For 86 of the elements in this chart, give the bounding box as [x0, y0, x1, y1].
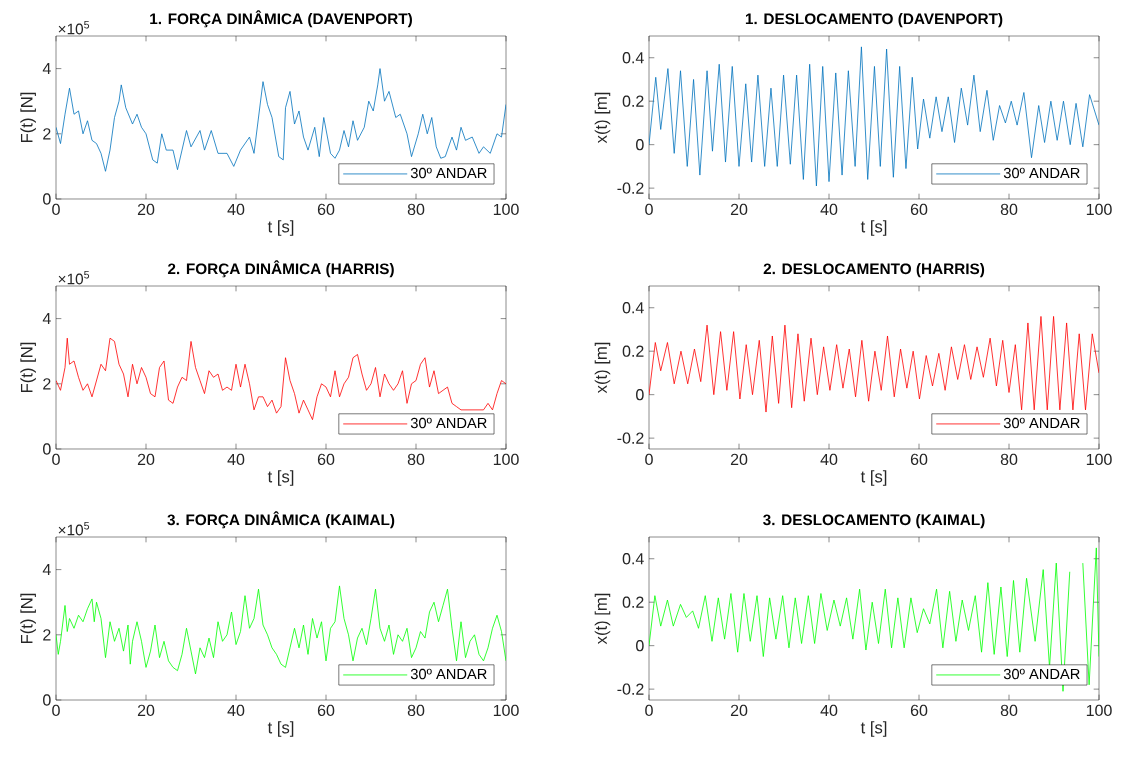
x-tick-label: 100: [1086, 453, 1112, 466]
x-tick-label: 40: [227, 203, 245, 216]
y-axis-title: x(t) [m]: [594, 342, 611, 394]
x-tick-label: 0: [645, 203, 653, 216]
y-tick-label: 2: [43, 378, 51, 390]
y-tick-label: 0.4: [622, 553, 644, 565]
x-axis-title: t [s]: [860, 220, 887, 236]
x-tick-label: 100: [1086, 203, 1112, 216]
y-tick-label: 0.4: [622, 52, 644, 64]
text: ×10$^{5}$: [58, 522, 90, 536]
text: ×10$^{5}$: [58, 21, 90, 35]
legend-label: 30º ANDAR: [1003, 668, 1080, 680]
x-tick-label: 0: [52, 203, 60, 216]
chart-title: 1. DESLOCAMENTO (DAVENPORT): [745, 13, 1003, 28]
x-tick-label: 80: [1000, 203, 1018, 216]
y-tick-label: -0.2: [617, 182, 644, 194]
y-tick-label: 2: [43, 128, 51, 140]
x-tick-label: 80: [1000, 704, 1018, 717]
x-axis-title: t [s]: [860, 470, 887, 486]
x-tick-label: 100: [493, 203, 519, 216]
x-axis-title: t [s]: [267, 220, 294, 236]
x-tick-label: 80: [407, 453, 425, 466]
x-tick-label: 20: [137, 704, 155, 717]
y-tick-label: 0.2: [622, 95, 644, 107]
chart-title: 3. DESLOCAMENTO (KAIMAL): [763, 514, 985, 529]
y-tick-label: -0.2: [617, 432, 644, 444]
y-tick-label: 0.2: [622, 345, 644, 357]
y-tick-label: 0: [43, 694, 51, 706]
x-tick-label: 40: [227, 704, 245, 717]
x-tick-label: 40: [227, 453, 245, 466]
x-tick-label: 80: [407, 704, 425, 717]
x-tick-label: 0: [645, 704, 653, 717]
legend-label: 30º ANDAR: [1003, 167, 1080, 179]
y-tick-label: 0: [43, 193, 51, 205]
y-axis-title: F(t) [N]: [20, 342, 36, 393]
x-tick-label: 60: [317, 704, 335, 717]
x-tick-label: 80: [1000, 453, 1018, 466]
x-tick-label: 0: [52, 704, 60, 717]
text: ×10$^{5}$: [58, 271, 90, 285]
x-tick-label: 0: [645, 453, 653, 466]
y-tick-label: 0.4: [622, 302, 644, 314]
legend-label: 30º ANDAR: [410, 167, 487, 179]
chart-title: 2. DESLOCAMENTO (HARRIS): [763, 263, 985, 278]
x-tick-label: 60: [317, 203, 335, 216]
x-tick-label: 20: [137, 203, 155, 216]
x-tick-label: 20: [730, 203, 748, 216]
line-series: [649, 316, 1100, 413]
x-tick-label: 100: [1086, 704, 1112, 717]
legend-label: 30º ANDAR: [410, 417, 487, 429]
x-tick-label: 100: [493, 453, 519, 466]
x-tick-label: 60: [910, 203, 928, 216]
line-series: [649, 46, 1100, 187]
chart-title: 1. FORÇA DINÂMICA (DAVENPORT): [150, 10, 412, 28]
x-tick-label: 60: [317, 453, 335, 466]
x-tick-label: 20: [730, 704, 748, 717]
y-tick-label: 2: [43, 629, 51, 641]
y-tick-label: 0: [43, 443, 51, 455]
x-tick-label: 20: [137, 453, 155, 466]
x-tick-label: 20: [730, 453, 748, 466]
x-tick-label: 40: [820, 453, 838, 466]
x-tick-label: 40: [820, 704, 838, 717]
x-tick-label: 80: [407, 203, 425, 216]
x-tick-label: 40: [820, 203, 838, 216]
y-tick-label: 0: [636, 139, 644, 151]
x-tick-label: 0: [52, 453, 60, 466]
y-tick-label: 0: [636, 640, 644, 652]
x-axis-title: t [s]: [860, 721, 887, 737]
y-tick-label: 0: [636, 389, 644, 401]
legend-label: 30º ANDAR: [410, 668, 487, 680]
y-axis-title: F(t) [N]: [20, 593, 36, 644]
y-tick-label: 4: [42, 313, 51, 325]
x-axis-title: t [s]: [267, 470, 294, 486]
x-axis-title: t [s]: [267, 721, 294, 737]
y-tick-label: 4: [42, 564, 51, 576]
y-axis-title: x(t) [m]: [594, 92, 611, 144]
y-tick-label: -0.2: [617, 683, 644, 695]
chart-title: 2. FORÇA DINÂMICA (HARRIS): [167, 260, 394, 278]
y-axis-title: F(t) [N]: [20, 92, 36, 143]
y-tick-label: 0.2: [622, 596, 644, 608]
chart-title: 3. FORÇA DINÂMICA (KAIMAL): [167, 511, 395, 529]
x-tick-label: 100: [493, 704, 519, 717]
x-tick-label: 60: [910, 704, 928, 717]
y-axis-title: x(t) [m]: [594, 593, 611, 645]
y-tick-label: 4: [42, 63, 51, 75]
legend-label: 30º ANDAR: [1003, 417, 1080, 429]
x-tick-label: 60: [910, 453, 928, 466]
